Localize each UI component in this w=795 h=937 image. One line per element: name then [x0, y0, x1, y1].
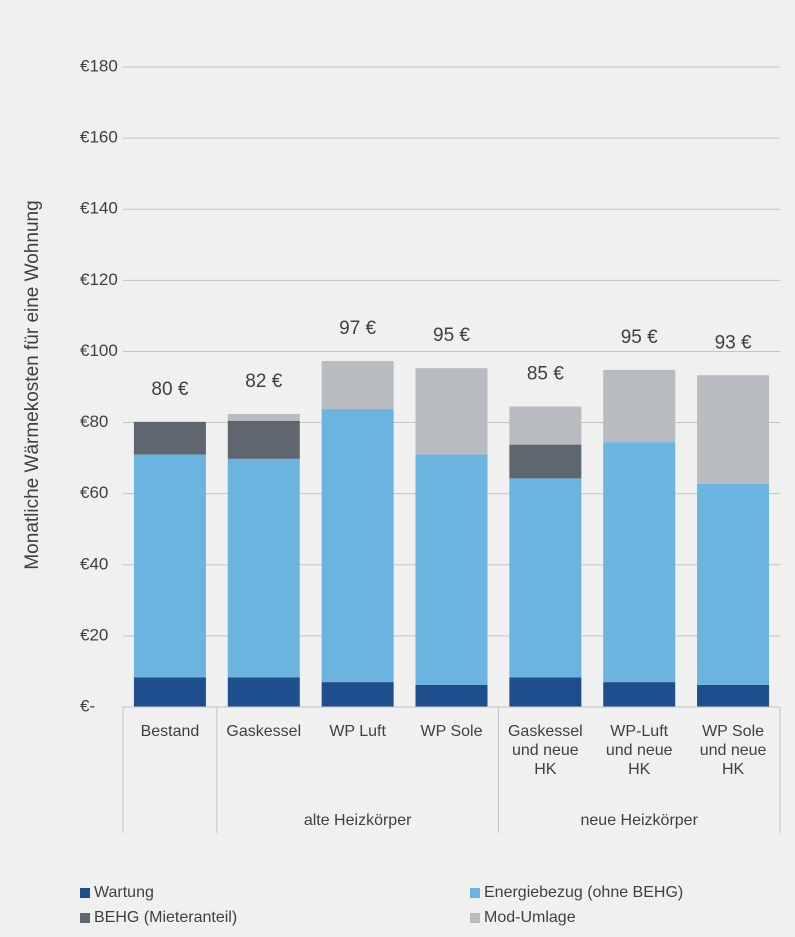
bar-segment [697, 684, 770, 707]
x-tick-label: WP Sole [420, 723, 483, 740]
bar-segment [509, 406, 582, 445]
bar-segment [321, 409, 394, 683]
total-label: 95 € [433, 325, 470, 346]
y-tick-label: €60 [80, 483, 108, 502]
bar-segment [321, 682, 394, 707]
bar-segment [697, 375, 770, 484]
legend-label: BEHG (Mieteranteil) [94, 909, 237, 926]
x-tick-label: WP Sole und neue HK [699, 723, 767, 778]
y-tick-label: €80 [80, 412, 108, 431]
bar-segment [227, 414, 300, 421]
bar-segment [227, 458, 300, 678]
y-tick-label: €160 [80, 128, 118, 147]
x-tick-label: Gaskessel [226, 723, 302, 740]
y-tick-label: €120 [80, 270, 118, 289]
bar-segment [603, 682, 676, 707]
bar-segment [509, 677, 582, 707]
group-label: alte Heizkörper [303, 812, 412, 829]
x-tick-label: WP Luft [329, 723, 386, 740]
bar-segment [227, 677, 300, 707]
total-label: 97 € [339, 318, 376, 339]
legend-label: Wartung [94, 884, 154, 901]
y-tick-label: €180 [80, 56, 118, 75]
legend-label: Mod-Umlage [484, 909, 576, 926]
bar-segment [227, 420, 300, 459]
bar-segment [321, 361, 394, 410]
bar-segment [133, 677, 206, 707]
x-tick-label: Gaskessel und neue HK [507, 723, 583, 778]
y-tick-label: €20 [80, 625, 108, 644]
bar-segment [603, 442, 676, 683]
total-label: 93 € [715, 332, 752, 353]
y-tick-label: €- [80, 696, 95, 715]
bar-segment [133, 454, 206, 678]
total-label: 80 € [151, 379, 188, 400]
bar-segment [697, 483, 770, 685]
total-label: 85 € [527, 364, 564, 385]
bar-segment [509, 478, 582, 678]
y-axis-label: Monatliche Wärmekosten für eine Wohnung [22, 200, 43, 569]
bar-segment [415, 368, 488, 455]
x-tick-label: WP-Luft und neue HK [605, 723, 673, 778]
bar-segment [415, 684, 488, 707]
total-label: 82 € [245, 371, 282, 392]
y-tick-label: €40 [80, 554, 108, 573]
total-label: 95 € [621, 327, 658, 348]
bar-segment [133, 421, 206, 455]
legend-swatch [470, 913, 480, 923]
bar-segment [415, 454, 488, 685]
bar-segment [603, 369, 676, 443]
legend-swatch [80, 913, 90, 923]
group-label: neue Heizkörper [580, 812, 698, 829]
x-tick-label: Bestand [140, 723, 200, 740]
y-tick-label: €140 [80, 199, 118, 218]
legend-label: Energiebezug (ohne BEHG) [484, 884, 683, 901]
legend-swatch [470, 888, 480, 898]
y-tick-label: €100 [80, 341, 118, 360]
bar-segment [509, 444, 582, 479]
legend-swatch [80, 888, 90, 898]
